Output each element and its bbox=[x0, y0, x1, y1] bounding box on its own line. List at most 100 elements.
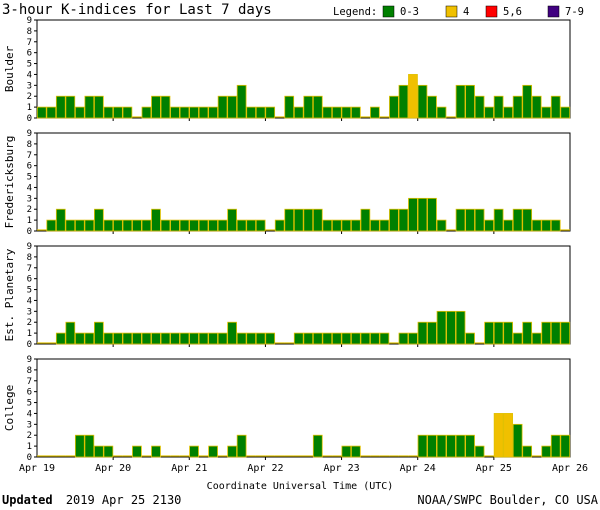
k-index-bar bbox=[541, 445, 552, 458]
k-index-bar bbox=[417, 197, 428, 232]
x-axis-labels: Apr 19 Apr 20 Apr 21 Apr 22 Apr 23 Apr 24 Apr … bbox=[19, 463, 588, 474]
legend-item-0-3: 0-3 bbox=[400, 6, 419, 18]
legend-swatch-5-6 bbox=[485, 5, 498, 18]
y-tick-label: 5 bbox=[27, 399, 32, 409]
y-tick-label: 6 bbox=[27, 275, 32, 285]
k-index-bar bbox=[398, 208, 409, 232]
k-index-bar bbox=[141, 219, 152, 232]
k-index-bar bbox=[189, 332, 199, 345]
k-index-bar bbox=[560, 321, 571, 345]
k-index-bar bbox=[427, 95, 437, 119]
k-index-bar bbox=[531, 95, 542, 119]
k-index-bar bbox=[541, 219, 552, 232]
k-index-bar bbox=[246, 332, 257, 345]
panel-ylabel: Fredericksburg bbox=[3, 136, 16, 229]
k-index-bar bbox=[417, 434, 428, 458]
k-index-bar bbox=[550, 321, 561, 345]
footer-updated-value: 2019 Apr 25 2130 bbox=[66, 493, 182, 507]
panel-ylabel: Est. Planetary bbox=[3, 248, 16, 341]
k-index-bar bbox=[274, 219, 285, 232]
k-index-bar bbox=[522, 321, 533, 345]
k-index-bar bbox=[227, 321, 237, 345]
footer-source: NOAA/SWPC Boulder, CO USA bbox=[417, 493, 598, 507]
k-index-bar bbox=[303, 95, 314, 119]
panels: 0123456789Boulder0123456789Fredericksbur… bbox=[3, 16, 571, 463]
y-tick-label: 0 bbox=[27, 114, 32, 124]
k-index-bar bbox=[493, 208, 504, 232]
k-index-bar bbox=[379, 332, 390, 345]
y-tick-label: 9 bbox=[27, 242, 32, 252]
y-tick-label: 8 bbox=[27, 140, 32, 150]
y-tick-label: 2 bbox=[27, 205, 32, 215]
k-index-bar bbox=[427, 434, 437, 458]
y-tick-label: 8 bbox=[27, 27, 32, 37]
k-index-bar bbox=[103, 106, 114, 119]
k-index-bar bbox=[389, 95, 399, 119]
legend: Legend: 0-3 4 5,6 7-9 bbox=[333, 5, 584, 18]
k-index-bar bbox=[455, 208, 466, 232]
k-index-bar bbox=[436, 106, 447, 119]
k-index-bar bbox=[170, 219, 180, 232]
k-index-bar bbox=[55, 95, 66, 119]
k-index-bar bbox=[170, 332, 180, 345]
chart-title: 3-hour K-indices for Last 7 days bbox=[2, 2, 272, 18]
k-index-bar bbox=[132, 332, 142, 345]
k-index-bar bbox=[465, 434, 475, 458]
k-index-bar bbox=[408, 197, 418, 232]
k-index-bar bbox=[484, 321, 494, 345]
k-index-bar bbox=[74, 106, 85, 119]
k-index-bar bbox=[293, 106, 304, 119]
k-index-bar bbox=[208, 106, 218, 119]
k-index-bar bbox=[170, 106, 180, 119]
k-index-bar bbox=[103, 219, 114, 232]
k-index-bar bbox=[350, 445, 361, 458]
k-index-bar bbox=[217, 95, 228, 119]
k-index-bar bbox=[208, 219, 218, 232]
k-index-bar bbox=[293, 332, 304, 345]
k-index-bar bbox=[512, 332, 523, 345]
k-index-bar bbox=[560, 434, 571, 458]
y-tick-label: 1 bbox=[27, 442, 32, 452]
k-index-bar bbox=[493, 413, 504, 458]
k-index-bar bbox=[255, 106, 266, 119]
k-index-bar bbox=[74, 219, 85, 232]
k-index-bar bbox=[370, 332, 380, 345]
legend-item-7-9: 7-9 bbox=[565, 6, 584, 18]
panel-ylabel: College bbox=[3, 385, 16, 431]
k-index-bar bbox=[303, 208, 314, 232]
k-index-bar bbox=[512, 95, 523, 119]
y-tick-label: 5 bbox=[27, 60, 32, 70]
k-index-bar bbox=[512, 423, 523, 458]
y-tick-label: 7 bbox=[27, 38, 32, 48]
x-tick-label: Apr 24 bbox=[400, 463, 436, 474]
k-index-bar bbox=[160, 219, 171, 232]
k-index-bar bbox=[303, 332, 314, 345]
k-index-bar bbox=[474, 208, 485, 232]
k-index-bar bbox=[255, 332, 266, 345]
k-index-bar bbox=[417, 84, 428, 119]
legend-label: Legend: bbox=[333, 6, 377, 18]
y-tick-label: 1 bbox=[27, 216, 32, 226]
y-tick-label: 3 bbox=[27, 307, 32, 317]
k-index-bar bbox=[84, 95, 95, 119]
legend-item-5-6: 5,6 bbox=[503, 6, 522, 18]
k-index-bar bbox=[331, 106, 342, 119]
k-index-bar bbox=[417, 321, 428, 345]
k-index-bar bbox=[284, 95, 295, 119]
k-index-bar bbox=[84, 434, 95, 458]
k-index-bar bbox=[322, 219, 333, 232]
footer-updated: Updated 2019 Apr 25 2130 bbox=[2, 493, 181, 507]
k-index-bar bbox=[493, 321, 504, 345]
x-tick-label: Apr 22 bbox=[247, 463, 283, 474]
k-index-bar bbox=[398, 84, 409, 119]
k-index-bar bbox=[465, 208, 475, 232]
legend-swatch-0-3 bbox=[382, 5, 395, 18]
k-index-bar bbox=[312, 208, 323, 232]
k-index-bar bbox=[370, 219, 380, 232]
k-index-bar bbox=[46, 219, 57, 232]
k-index-bar bbox=[151, 332, 161, 345]
y-tick-label: 8 bbox=[27, 366, 32, 376]
y-tick-label: 3 bbox=[27, 194, 32, 204]
x-tick-label: Apr 21 bbox=[171, 463, 207, 474]
